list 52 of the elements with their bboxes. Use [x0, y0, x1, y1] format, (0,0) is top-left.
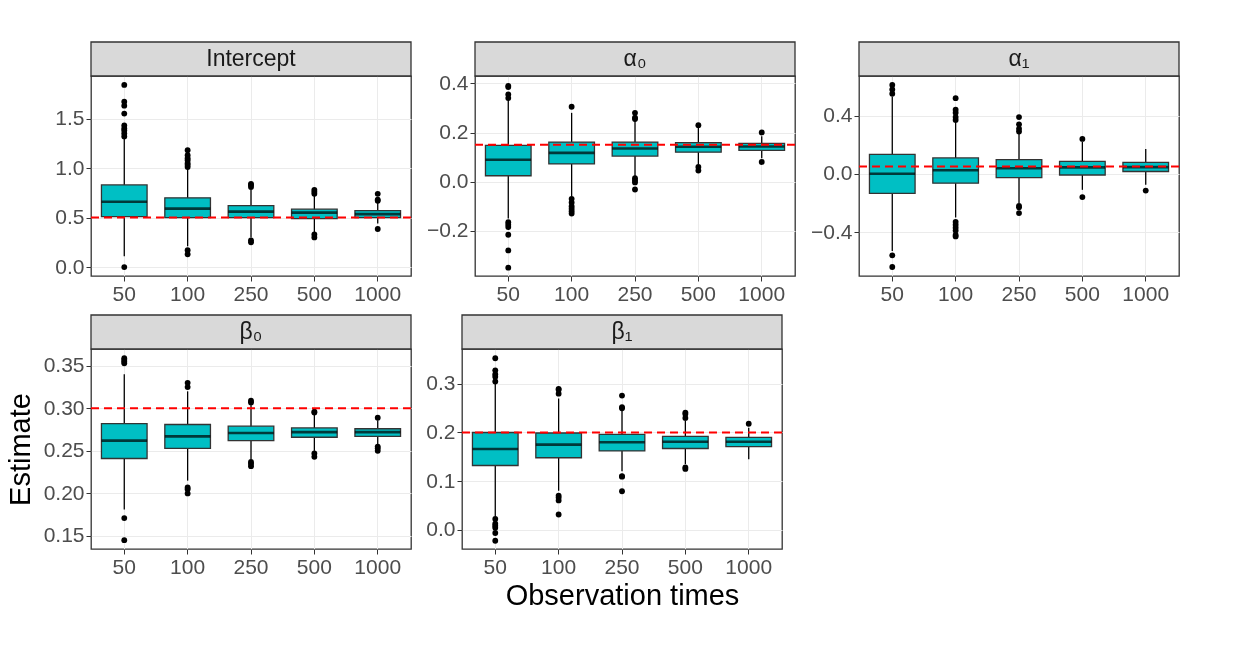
chart-title: α₁ — [1008, 45, 1030, 71]
x-tick-label: 50 — [880, 281, 904, 305]
x-tick-label: 50 — [496, 281, 520, 305]
x-tick-label: 250 — [233, 281, 269, 305]
y-tick-label: 0.3 — [426, 371, 456, 395]
y-tick-label: 0.30 — [43, 395, 85, 419]
y-tick-label: 0.25 — [43, 438, 85, 462]
x-tick-label: 50 — [483, 554, 507, 578]
y-tick-label: 0.15 — [43, 523, 85, 547]
x-tick-label: 100 — [938, 281, 974, 305]
x-tick-label: 1000 — [738, 281, 786, 305]
x-tick-label: 500 — [667, 554, 703, 578]
x-tick-label: 250 — [604, 554, 640, 578]
x-tick-label: 100 — [170, 281, 206, 305]
x-tick-label: 250 — [1001, 281, 1037, 305]
x-tick-label: 250 — [617, 281, 653, 305]
x-tick-label: 1000 — [354, 554, 402, 578]
x-tick-label: 1000 — [354, 281, 402, 305]
x-tick-label: 250 — [233, 554, 269, 578]
x-tick-label: 500 — [296, 554, 332, 578]
y-tick-label: 1.0 — [55, 155, 85, 179]
y-tick-label: 0.1 — [426, 468, 456, 492]
y-tick-label: 0.5 — [55, 205, 85, 229]
x-axis-title: Observation times — [505, 578, 740, 611]
x-tick-label: 1000 — [725, 554, 773, 578]
x-tick-label: 1000 — [1122, 281, 1170, 305]
chart-title: β₀ — [239, 318, 263, 344]
y-tick-label: 0.2 — [426, 420, 456, 443]
y-tick-label: 0.0 — [823, 161, 853, 185]
y-tick-label: 0.0 — [55, 254, 85, 278]
y-tick-label: 0.20 — [43, 480, 85, 504]
x-tick-label: 50 — [112, 554, 136, 578]
y-tick-label: 0.0 — [426, 517, 456, 541]
y-tick-label: 0.35 — [43, 353, 85, 377]
y-tick-label: 0.4 — [823, 103, 853, 127]
x-tick-label: 50 — [112, 281, 136, 305]
y-axis-title: Estimate — [3, 393, 36, 506]
x-tick-label: 100 — [554, 281, 590, 305]
chart-title: β₁ — [611, 318, 633, 344]
y-tick-label: 0.0 — [439, 169, 469, 193]
y-tick-label: −0.4 — [811, 219, 853, 243]
chart-title: Intercept — [206, 45, 297, 71]
x-tick-label: 500 — [1064, 281, 1100, 305]
x-tick-label: 500 — [296, 281, 332, 305]
y-tick-label: 0.4 — [439, 70, 469, 94]
y-tick-label: 0.2 — [439, 120, 469, 144]
x-tick-label: 100 — [170, 554, 206, 578]
y-tick-label: 1.5 — [55, 106, 85, 130]
x-tick-label: 500 — [680, 281, 716, 305]
x-tick-label: 100 — [541, 554, 577, 578]
chart-title: α₀ — [623, 45, 647, 71]
y-tick-label: −0.2 — [427, 218, 469, 242]
